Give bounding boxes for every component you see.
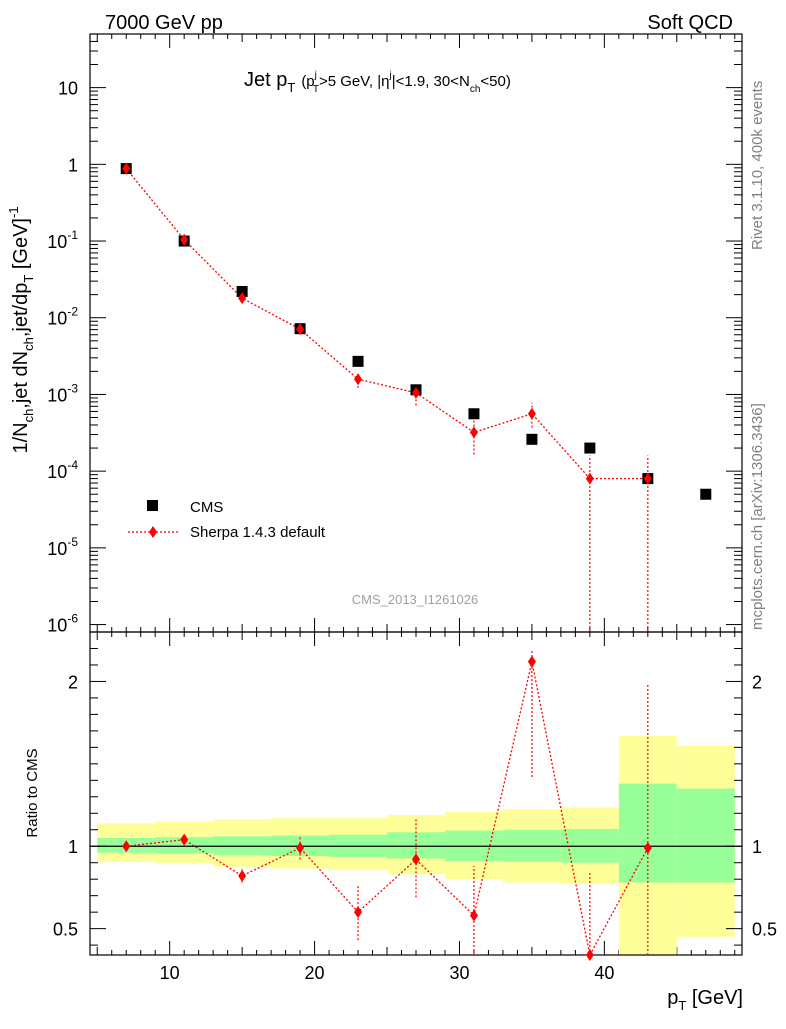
- legend-label-cms: CMS: [190, 499, 223, 516]
- sherpa-point: [180, 233, 189, 246]
- legend: CMS Sherpa 1.4.3 default: [128, 499, 326, 541]
- ratio-y-tick-label-right: 1: [752, 837, 762, 857]
- ratio-y-tick-label-right: 0.5: [752, 920, 777, 940]
- cms-point: [584, 442, 596, 454]
- x-tick-label: 10: [160, 963, 180, 983]
- sherpa-point: [122, 162, 131, 175]
- ratio-sherpa-point: [122, 840, 131, 853]
- ratio-sherpa-line: [126, 661, 649, 957]
- cms-point: [468, 408, 480, 420]
- ratio-sherpa-point: [469, 909, 478, 922]
- sherpa-point: [296, 323, 305, 336]
- ratio-y-tick-label: 2: [68, 672, 78, 692]
- main-y-axis-label: 1/Nch,jet dNch,jet/dpT [GeV]-1: [6, 206, 36, 453]
- ratio-y-tick-label: 0.5: [53, 920, 78, 940]
- ratio-frame: [89, 631, 743, 956]
- ratio-y-tick-label: 1: [68, 837, 78, 857]
- y-tick-label: 10-5: [47, 535, 78, 559]
- ratio-y-tick-label-right: 2: [752, 672, 762, 692]
- mcplots-label: mcplots.cern.ch [arXiv:1306.3436]: [749, 403, 766, 630]
- sherpa-point: [354, 373, 363, 386]
- ratio-y-axis-label: Ratio to CMS: [24, 748, 41, 837]
- legend-marker-cms: [147, 500, 158, 511]
- sherpa-point: [585, 472, 594, 485]
- cms-point: [700, 488, 712, 500]
- y-tick-label: 10-6: [47, 612, 78, 636]
- rivet-label: Rivet 3.1.10, 400k events: [749, 81, 766, 250]
- ratio-sherpa-point: [527, 655, 536, 668]
- y-tick-label: 10-4: [47, 458, 78, 482]
- sherpa-point: [412, 386, 420, 399]
- sherpa-point: [527, 407, 536, 420]
- ratio-panel: 10 20 30 40 0.5 0.5 1 1 2 2: [53, 34, 777, 983]
- cms-point: [236, 285, 248, 297]
- main-panel: 10-6 10-5 10-4 10-3 10-2 10-1 1 10: [47, 33, 743, 955]
- ratio-sherpa-point: [296, 841, 305, 854]
- x-tick-label: 40: [594, 963, 614, 983]
- legend-label-sherpa: Sherpa 1.4.3 default: [190, 524, 326, 541]
- header-left: 7000 GeV pp: [105, 12, 223, 34]
- band-inner: [676, 788, 735, 883]
- y-tick-label: 10-1: [47, 228, 78, 252]
- ratio-sherpa-point: [180, 833, 189, 846]
- ratio-sherpa-point: [585, 949, 594, 961]
- sherpa-point: [469, 426, 478, 439]
- y-tick-label: 10-2: [47, 305, 78, 329]
- analysis-watermark: CMS_2013_I1261026: [352, 592, 479, 607]
- sherpa-point: [238, 292, 247, 305]
- x-tick-label: 30: [449, 963, 469, 983]
- legend-marker-sherpa: [149, 526, 157, 538]
- ratio-sherpa-point: [643, 841, 652, 854]
- y-tick-label: 1: [68, 155, 78, 175]
- cms-point: [526, 433, 538, 445]
- header-right: Soft QCD: [647, 12, 733, 34]
- x-axis-label: pT [GeV]: [667, 987, 743, 1013]
- sherpa-point: [643, 472, 652, 485]
- ratio-sherpa-point: [354, 906, 363, 919]
- y-tick-label: 10-3: [47, 381, 78, 405]
- cms-point: [352, 355, 364, 367]
- main-title: Jet pT (pj T>5 GeV, |ηj|<1.9, 30<Nch<50): [244, 69, 511, 95]
- x-tick-label: 20: [305, 963, 325, 983]
- sherpa-line: [125, 168, 648, 480]
- ratio-sherpa-point: [412, 853, 420, 866]
- main-frame: [89, 33, 743, 633]
- ratio-sherpa-point: [238, 869, 247, 882]
- y-tick-label: 10: [58, 79, 78, 99]
